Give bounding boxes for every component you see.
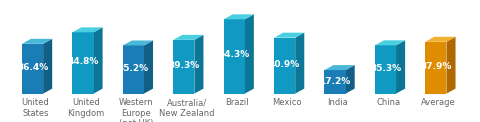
Polygon shape xyxy=(22,44,43,94)
Polygon shape xyxy=(425,37,456,42)
Polygon shape xyxy=(194,35,204,94)
Text: Australia/
New Zealand: Australia/ New Zealand xyxy=(159,98,214,117)
Text: Western
Europe
(not UK): Western Europe (not UK) xyxy=(119,98,154,122)
Polygon shape xyxy=(72,27,103,32)
Polygon shape xyxy=(346,65,355,94)
Text: United
States: United States xyxy=(22,98,49,117)
Polygon shape xyxy=(324,65,355,70)
Polygon shape xyxy=(375,45,396,94)
Text: 54.3%: 54.3% xyxy=(218,51,250,60)
Polygon shape xyxy=(274,33,304,38)
Polygon shape xyxy=(173,40,194,94)
Polygon shape xyxy=(245,14,254,94)
Text: Mexico: Mexico xyxy=(273,98,302,107)
Polygon shape xyxy=(43,39,52,94)
Polygon shape xyxy=(144,41,153,94)
Polygon shape xyxy=(123,41,153,46)
Polygon shape xyxy=(324,70,346,94)
Text: China: China xyxy=(376,98,400,107)
Polygon shape xyxy=(224,19,245,94)
Text: 35.3%: 35.3% xyxy=(370,64,401,73)
Text: United
Kingdom: United Kingdom xyxy=(67,98,104,117)
Polygon shape xyxy=(94,27,103,94)
Polygon shape xyxy=(173,35,204,40)
Polygon shape xyxy=(224,14,254,19)
Text: 37.9%: 37.9% xyxy=(420,62,452,71)
Text: 40.9%: 40.9% xyxy=(269,60,300,69)
Polygon shape xyxy=(274,38,295,94)
Text: India: India xyxy=(327,98,348,107)
Text: Brazil: Brazil xyxy=(225,98,249,107)
Text: 17.2%: 17.2% xyxy=(319,77,351,86)
Polygon shape xyxy=(446,37,456,94)
Text: Average: Average xyxy=(421,98,456,107)
Text: 35.2%: 35.2% xyxy=(118,64,149,73)
Polygon shape xyxy=(22,39,52,44)
Text: 39.3%: 39.3% xyxy=(168,61,199,70)
Polygon shape xyxy=(123,46,144,94)
Polygon shape xyxy=(396,40,405,94)
Text: 36.4%: 36.4% xyxy=(17,63,48,72)
Polygon shape xyxy=(425,42,446,94)
Polygon shape xyxy=(375,40,405,45)
Polygon shape xyxy=(72,32,94,94)
Text: 44.8%: 44.8% xyxy=(67,57,98,66)
Polygon shape xyxy=(295,33,304,94)
